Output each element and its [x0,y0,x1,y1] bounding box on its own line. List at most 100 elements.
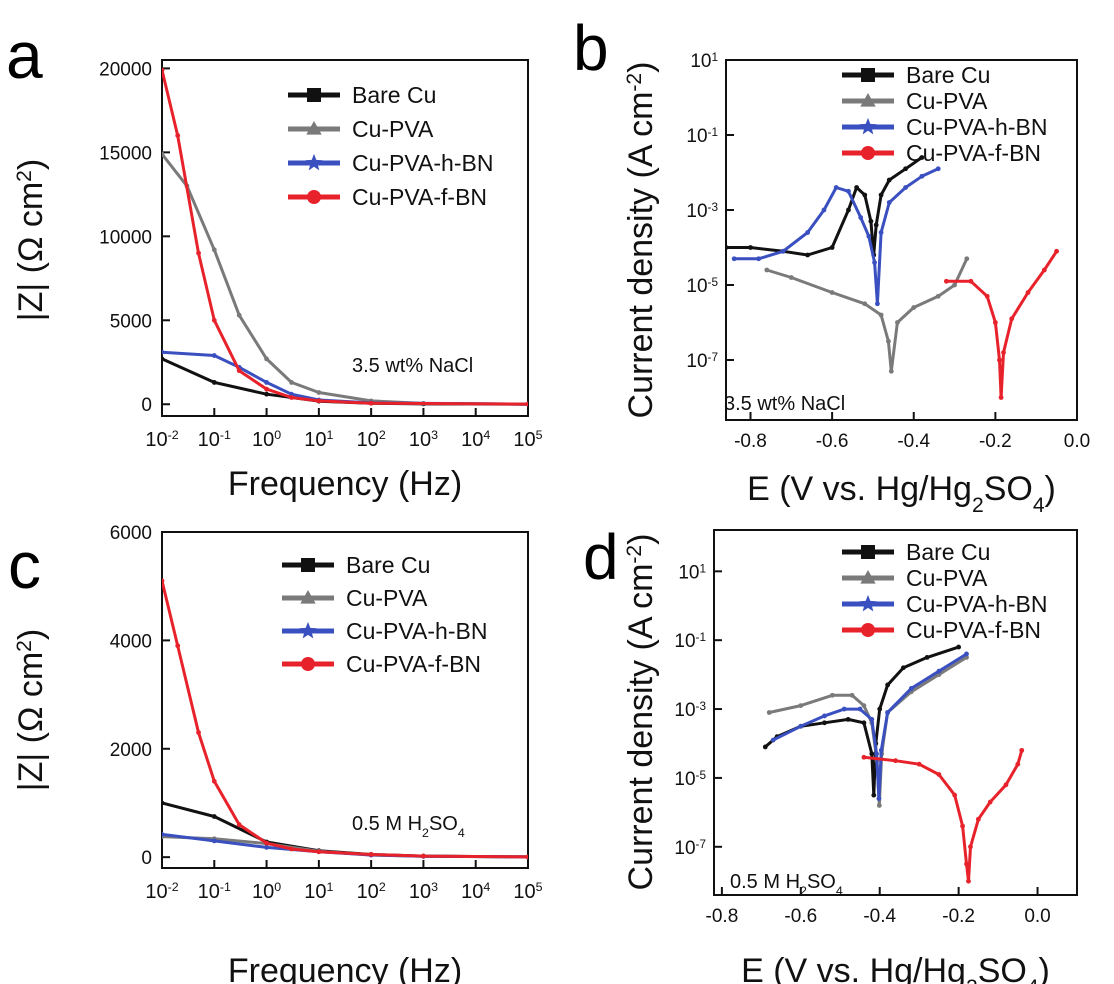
data-point [878,230,884,235]
data-point [878,312,884,318]
data-point [316,849,322,855]
x-tick-label: 102 [357,428,386,451]
data-point [886,177,892,183]
legend-label: Cu-PVA-f-BN [352,184,487,210]
data-point [368,852,374,857]
y-axis-label: Current density (A cm-2) [622,62,660,419]
series-group [162,67,528,407]
data-point [873,222,879,228]
chart-panel-a: 10-2 10-1 100 101 102 103 104 105 0 5000 10000 1500… [12,59,543,503]
data-point [893,758,898,764]
data-point [211,353,217,358]
electrolyte-annotation: 0.5 M H2SO4 [352,813,465,840]
legend-label: Cu-PVA-h-BN [352,150,493,176]
x-tick-label: -0.8 [734,431,767,452]
data-point [943,278,949,284]
series-line-cu-pva-f-bn [162,69,528,406]
data-point [236,312,242,318]
data-point [936,668,942,674]
y-axis-label: |Z| (Ω cm2) [12,159,50,321]
legend-marker-star [299,621,317,639]
data-point [289,395,294,400]
chart-panel-d: -0.8 -0.6 -0.4 -0.2 0.0 10-7 10-5 10-3 10-1 101 E … [622,529,1078,984]
data-point [731,256,737,262]
data-point [911,305,917,310]
x-tick-label: -0.2 [979,431,1012,452]
legend-label: Bare Cu [906,539,990,565]
data-point [846,207,851,213]
series-line-cu-pva-f-bn [863,749,1024,883]
data-point [175,643,181,649]
legend-marker-triangle [300,589,316,604]
data-point [975,816,981,822]
y-tick-label: 101 [678,562,706,584]
panel-label-c: c [8,528,41,602]
data-point [964,861,969,867]
data-point [877,706,883,712]
x-tick-label: -0.4 [897,431,930,452]
data-point [162,349,165,355]
x-tick-label: 10-2 [145,880,178,903]
data-point [992,320,998,325]
y-tick-label: 10-7 [674,837,706,859]
data-point [871,792,877,798]
legend-label: Bare Cu [352,82,436,108]
data-point [798,703,804,709]
data-point [1019,747,1025,753]
legend-label: Cu-PVA [906,565,988,591]
legend-label: Cu-PVA-f-BN [906,140,1041,166]
y-tick-label: 0 [141,848,152,869]
data-point [162,151,165,157]
data-point [264,845,269,850]
data-point [935,293,941,299]
series-group [726,155,1059,400]
data-point [846,188,851,194]
data-point [935,166,941,172]
data-point [162,67,165,73]
electrolyte-annotation: 3.5 wt% NaCl [724,393,845,415]
y-tick-label: 2000 [110,740,152,761]
data-point [805,252,811,258]
data-point [849,692,855,698]
data-point [903,185,908,190]
data-point [421,853,426,859]
data-point [368,400,374,406]
legend-marker-circle [301,657,315,671]
data-point [1025,290,1031,295]
data-point [875,301,880,307]
series-line-bare cu [764,645,960,797]
x-tick-label: 10-1 [198,428,231,451]
legend-marker-star [305,153,323,171]
data-point [211,247,217,253]
y-tick-label: 4000 [110,631,152,652]
data-point [861,720,867,726]
data-point [984,293,990,299]
data-point [525,854,528,860]
data-point [236,822,242,828]
data-point [876,803,882,808]
data-point [895,320,900,325]
data-point [952,792,958,798]
legend-marker-square [301,558,315,572]
series-line-cu-pva [768,656,968,807]
data-point [162,356,165,362]
data-point [916,761,922,767]
data-point [841,706,847,712]
y-tick-label: 10-7 [686,351,718,373]
data-point [822,713,827,719]
y-tick-label: 10-3 [686,201,718,223]
series-line-cu-pva-f-bn [946,250,1058,399]
legend-marker-square [861,545,875,559]
data-point [289,391,294,397]
data-point [861,703,867,709]
data-point [525,401,528,407]
data-point [766,710,772,715]
y-tick-label: 10-5 [674,768,706,790]
panel-label-b: b [573,12,609,84]
electrolyte-annotation: 0.5 M H2SO4 [730,871,843,898]
x-tick-label: 105 [513,428,542,451]
data-point [798,723,804,729]
x-tick-label: -0.2 [942,906,975,927]
legend-label: Cu-PVA [346,585,428,611]
y-tick-label: 10000 [99,227,152,248]
